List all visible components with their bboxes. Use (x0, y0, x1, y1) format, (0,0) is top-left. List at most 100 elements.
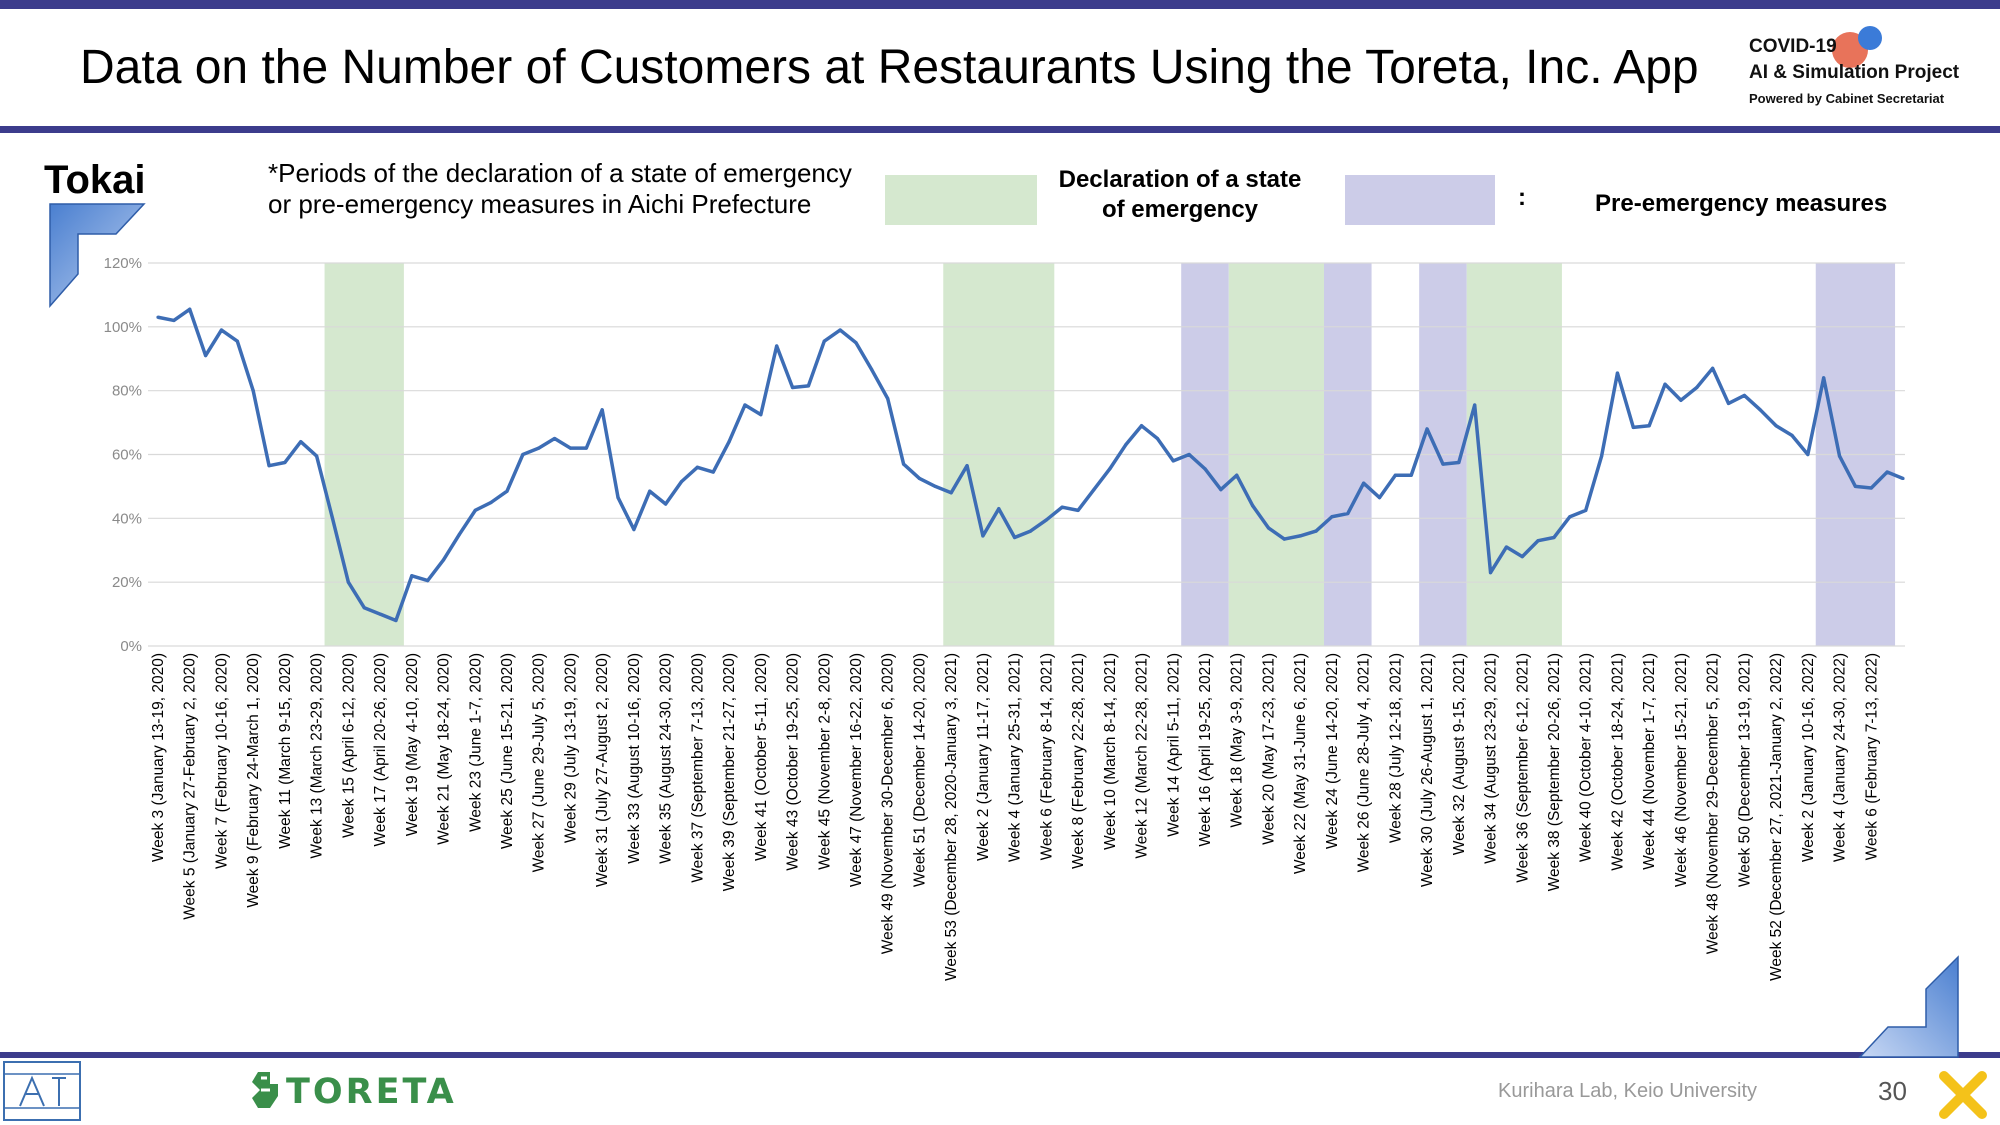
x-tick-label: Week 38 (September 20-26, 2021) (1546, 653, 1563, 891)
x-tick-label: Week 51 (December 14-20, 2020) (911, 653, 928, 887)
data-point (854, 341, 858, 345)
toreta-wordmark: TORETA (286, 1072, 457, 1112)
data-point (188, 307, 192, 311)
data-point (759, 413, 763, 417)
data-point (378, 612, 382, 616)
x-tick-label: Week 48 (November 29-December 5, 2021) (1705, 653, 1722, 954)
x-tick-label: Week 40 (October 4-10, 2021) (1578, 653, 1595, 862)
slide-title: Data on the Number of Customers at Resta… (80, 41, 1699, 94)
data-point (949, 491, 953, 495)
data-point (1790, 433, 1794, 437)
x-tick-label: Week 5 (January 27-February 2, 2020) (182, 653, 199, 920)
x-tick-label: Week 43 (October 19-25, 2020) (785, 653, 802, 871)
data-point (172, 318, 176, 323)
data-point (489, 500, 493, 504)
legend-colon: : (1518, 184, 1526, 211)
data-point (632, 527, 636, 532)
x-tick-label: Week 15 (April 6-12, 2020) (340, 653, 357, 838)
data-point (505, 489, 509, 493)
data-point (441, 558, 446, 562)
y-tick-label: 20% (112, 574, 142, 591)
x-tick-label: Week 2 (January 10-16, 2022) (1800, 653, 1817, 862)
customers-line-chart: 0% 20% 40% 60% 80% 100% 120% Week 3 (January 1… (104, 255, 1905, 981)
data-point (1028, 529, 1033, 533)
data-point (410, 574, 414, 578)
x-tick-label: Week 19 (May 4-10, 2020) (404, 653, 421, 836)
x-tick-label: Week 26 (June 28-July 4, 2021) (1356, 653, 1373, 872)
data-point (886, 397, 890, 401)
data-point (743, 403, 747, 407)
x-tick-label: Week 21 (May 18-24, 2020) (436, 653, 453, 845)
data-point (1806, 452, 1810, 457)
x-tick-label: Week 45 (November 2-8, 2020) (816, 653, 833, 870)
data-point (203, 353, 208, 358)
data-point (917, 476, 922, 481)
data-point (838, 328, 842, 332)
corner-arrow-top-icon (49, 203, 146, 308)
data-point (1837, 454, 1842, 458)
data-point (1377, 495, 1382, 500)
legend-pre-emergency-swatch (1345, 175, 1495, 225)
data-point (251, 389, 255, 393)
x-tick-label: Week 37 (September 7-13, 2020) (689, 653, 706, 883)
x-tick-label: Week 31 (July 27-August 2, 2020) (594, 653, 611, 887)
logo-line-3: Powered by Cabinet Secretariat (1749, 91, 1945, 106)
data-point (1362, 481, 1366, 485)
x-tick-label: Week 24 (June 14-20, 2021) (1324, 653, 1341, 849)
data-point (426, 578, 430, 583)
y-tick-label: 80% (112, 383, 142, 400)
legend-emergency-swatch (885, 175, 1037, 225)
x-tick-label: Week 28 (July 12-18, 2021) (1387, 653, 1404, 843)
legend-emergency-label: Declaration of a state of emergency (1058, 166, 1302, 223)
data-point (1155, 436, 1160, 441)
data-point (1139, 424, 1144, 428)
covid-ai-simulation-logo: COVID-19 AI & Simulation Project Powered… (1745, 24, 1985, 114)
data-point (1330, 515, 1334, 519)
x-tick-label: Week 42 (October 18-24, 2021) (1609, 653, 1626, 871)
corner-arrow-bottom-icon (1858, 955, 1959, 1058)
data-point (1314, 529, 1318, 533)
data-point (1615, 371, 1620, 375)
data-point (1536, 539, 1540, 543)
data-point (1758, 408, 1762, 412)
data-point (600, 408, 604, 412)
university-logo-icon (3, 1061, 81, 1121)
data-point (1409, 473, 1413, 477)
data-point (1250, 503, 1255, 508)
toreta-logo: TORETA (248, 1068, 468, 1114)
data-point (616, 495, 620, 500)
data-point (299, 440, 303, 444)
data-point (933, 484, 937, 489)
data-point (695, 465, 699, 469)
data-point (1124, 443, 1128, 447)
data-point (1457, 460, 1461, 465)
top-frame-bar (0, 0, 2000, 9)
data-point (997, 507, 1001, 511)
title-divider (0, 126, 2000, 133)
data-point (568, 446, 573, 450)
bottom-frame-bar (0, 1052, 2000, 1058)
x-tick-label: Week 39 (September 21-27, 2020) (721, 653, 738, 891)
y-tick-label: 0% (120, 638, 142, 655)
x-tick-label: Week 12 (March 22-28, 2021) (1134, 653, 1151, 859)
data-point (1092, 488, 1096, 492)
x-tick-label: Week 29 (July 13-19, 2020) (562, 653, 579, 843)
data-point (822, 339, 826, 343)
x-tick-label: Week 27 (June 29-July 5, 2020) (531, 653, 548, 872)
x-mark-logo-icon (1939, 1071, 1987, 1119)
data-point (1822, 376, 1826, 380)
data-point (1298, 534, 1302, 538)
data-point (727, 440, 731, 444)
x-tick-label: Week 4 (January 24-30, 2022) (1832, 653, 1849, 862)
data-point (1584, 508, 1588, 512)
data-point (1695, 385, 1699, 390)
x-tick-label: Week 25 (June 15-21, 2020) (499, 653, 516, 849)
data-point (1742, 393, 1746, 398)
x-tick-label: Week 13 (March 23-29, 2020) (309, 653, 326, 859)
region-label: Tokai (44, 158, 146, 202)
data-point (1187, 452, 1191, 457)
data-point (1076, 508, 1080, 512)
x-tick-label: Week 47 (November 16-22, 2020) (848, 653, 865, 887)
data-point (1393, 473, 1397, 477)
data-point (521, 452, 525, 457)
